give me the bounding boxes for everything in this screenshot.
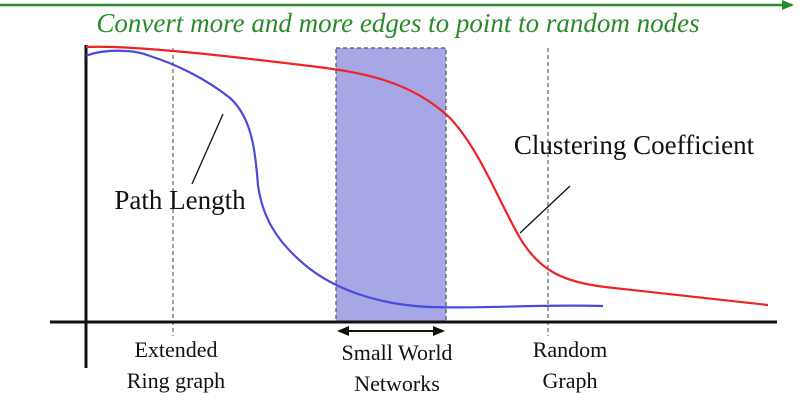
random-graph-label-line1: Random — [533, 337, 608, 362]
clustering-coefficient-leader-line — [519, 185, 571, 234]
banner-text: Convert more and more edges to point to … — [96, 8, 699, 38]
extended-ring-label-line2: Ring graph — [127, 368, 225, 393]
random-graph-label-line2: Graph — [543, 368, 598, 393]
small-world-label-line1: Small World — [342, 340, 453, 365]
extended-ring-label-line1: Extended — [134, 337, 217, 362]
small-world-region — [335, 47, 447, 323]
path-length-label: Path Length — [114, 185, 246, 215]
small-world-label-line2: Networks — [354, 371, 440, 396]
path-length-leader-line — [191, 113, 224, 185]
clustering-coefficient-curve — [85, 45, 769, 307]
clustering-coefficient-label: Clustering Coefficient — [514, 130, 755, 160]
path-length-curve — [85, 49, 604, 309]
